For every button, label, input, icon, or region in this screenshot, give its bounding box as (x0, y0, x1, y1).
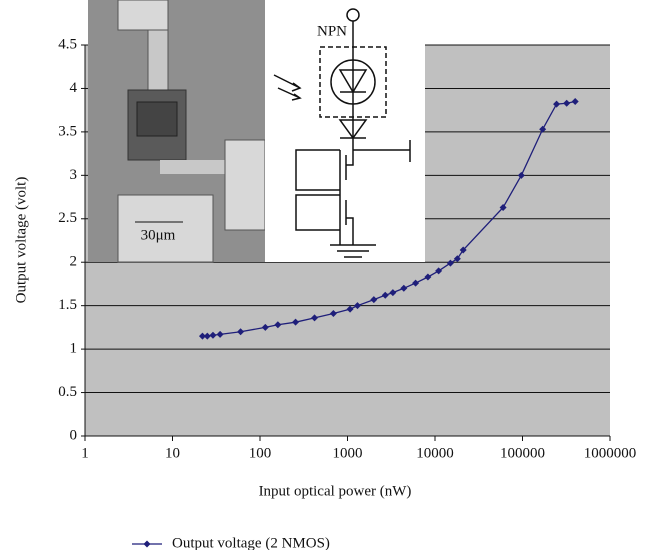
inset-image: NPN 30μm (88, 0, 425, 263)
data-point (499, 203, 507, 211)
x-tick-label: 10 (165, 445, 180, 461)
x-axis-title: Input optical power (nW) (259, 483, 412, 499)
annotation: NPN (317, 23, 347, 39)
data-point (459, 246, 467, 254)
data-point (389, 289, 397, 297)
x-tick-label: 10000 (416, 445, 454, 461)
data-point (261, 323, 269, 331)
data-point (209, 331, 217, 339)
data-point (424, 273, 432, 281)
x-tick-label: 100 (249, 445, 272, 461)
x-tick-label: 1 (81, 445, 89, 461)
y-axis-title: Output voltage (volt) (13, 177, 29, 304)
legend-marker (143, 540, 151, 548)
y-tick-label: 2 (70, 254, 78, 270)
data-point (237, 328, 245, 336)
y-tick-label: 1 (70, 341, 78, 357)
y-tick-label: 0 (70, 427, 78, 443)
data-point (274, 321, 282, 329)
data-point (412, 279, 420, 287)
data-point (292, 318, 300, 326)
data-point (198, 332, 206, 340)
data-point (453, 255, 461, 263)
x-tick-label: 100000 (500, 445, 545, 461)
data-point (539, 125, 547, 133)
y-tick-label: 0.5 (58, 384, 77, 400)
data-point (381, 291, 389, 299)
data-point (329, 309, 337, 317)
annotation: 30μm (141, 227, 176, 243)
data-point (435, 267, 443, 275)
x-tick-label: 1000000 (584, 445, 637, 461)
y-tick-label: 4 (70, 80, 78, 96)
data-point (353, 302, 361, 310)
data-point (370, 296, 378, 304)
y-tick-label: 4.5 (58, 36, 77, 52)
data-point (571, 97, 579, 105)
data-point (311, 314, 319, 322)
data-point (553, 100, 561, 108)
data-point (400, 284, 408, 292)
legend-label: Output voltage (2 NMOS) (172, 535, 330, 550)
data-point (346, 305, 354, 313)
data-line (202, 100, 576, 337)
data-point (563, 99, 571, 107)
x-tick-label: 1000 (333, 445, 363, 461)
data-point (216, 330, 224, 338)
y-tick-label: 1.5 (58, 297, 77, 313)
y-tick-label: 3.5 (58, 123, 77, 139)
data-point (446, 259, 454, 267)
y-tick-label: 3 (70, 167, 78, 183)
y-tick-label: 2.5 (58, 210, 77, 226)
data-point (203, 332, 211, 340)
data-point (517, 171, 525, 179)
